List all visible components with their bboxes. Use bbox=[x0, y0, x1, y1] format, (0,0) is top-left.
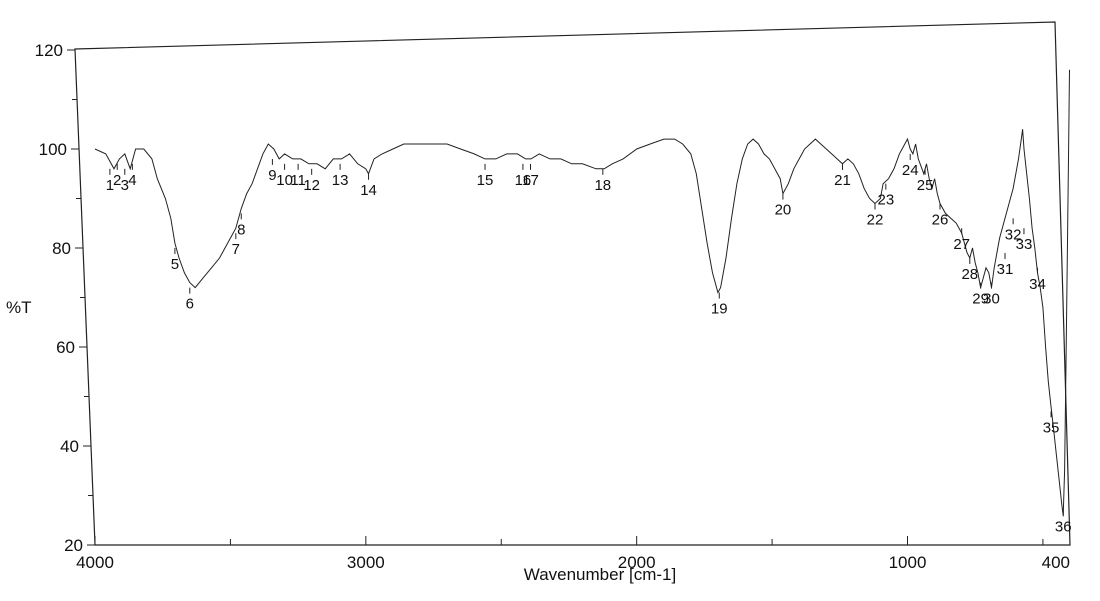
y-tick-label: 60 bbox=[56, 338, 75, 357]
y-tick-label: 120 bbox=[35, 41, 63, 60]
peak-label: 8 bbox=[237, 221, 245, 238]
peak-label: 28 bbox=[961, 266, 978, 283]
plot-frame bbox=[74, 21, 1071, 546]
peak-label: 10 bbox=[276, 172, 293, 189]
peak-label: 16 bbox=[515, 172, 532, 189]
peak-label: 30 bbox=[983, 291, 1000, 308]
peak-label: 25 bbox=[917, 177, 934, 194]
y-tick-label: 80 bbox=[52, 239, 71, 258]
x-tick-label: 1000 bbox=[889, 553, 927, 572]
peak-label: 35 bbox=[1043, 419, 1060, 436]
peak-label: 17 bbox=[522, 172, 539, 189]
peak-label: 3 bbox=[121, 177, 129, 194]
peak-label: 7 bbox=[232, 241, 240, 258]
peak-label: 21 bbox=[834, 172, 851, 189]
x-axis-title: Wavenumber [cm-1] bbox=[524, 565, 676, 584]
peak-label: 18 bbox=[594, 177, 611, 194]
peak-label: 2 bbox=[113, 172, 121, 189]
peak-label: 36 bbox=[1055, 518, 1072, 535]
peak-label: 32 bbox=[1005, 226, 1022, 243]
peak-label: 29 bbox=[972, 291, 989, 308]
x-tick-label: 400 bbox=[1042, 553, 1070, 572]
peak-label: 14 bbox=[360, 182, 377, 199]
y-axis-ticks: 20 40 60 80 100 120 bbox=[35, 41, 95, 555]
peak-label: 19 bbox=[711, 301, 728, 318]
peak-label: 20 bbox=[775, 202, 792, 219]
peak-label: 4 bbox=[128, 172, 136, 189]
peak-label: 12 bbox=[303, 177, 320, 194]
peak-label: 5 bbox=[171, 256, 179, 273]
peak-label: 24 bbox=[902, 162, 919, 179]
y-tick-label: 40 bbox=[60, 437, 79, 456]
peak-label: 1 bbox=[106, 177, 114, 194]
peak-label: 11 bbox=[290, 172, 306, 189]
peak-label: 33 bbox=[1016, 236, 1033, 253]
peak-label: 22 bbox=[867, 211, 884, 228]
x-tick-label: 3000 bbox=[347, 553, 385, 572]
peak-label: 23 bbox=[877, 192, 894, 209]
peak-label: 6 bbox=[186, 296, 194, 313]
peak-label: 26 bbox=[932, 211, 949, 228]
y-axis-title: %T bbox=[6, 298, 32, 317]
peak-label: 31 bbox=[997, 261, 1014, 278]
peak-label: 34 bbox=[1029, 276, 1046, 293]
peak-label: 15 bbox=[477, 172, 494, 189]
peak-label: 13 bbox=[332, 172, 349, 189]
series-line bbox=[94, 69, 1070, 516]
peak-label: 9 bbox=[268, 167, 276, 184]
x-axis-ticks: 4000 3000 2000 1000 400 bbox=[76, 536, 1070, 572]
x-tick-label: 4000 bbox=[76, 553, 114, 572]
y-tick-label: 100 bbox=[39, 140, 67, 159]
peak-label: 27 bbox=[953, 236, 970, 253]
x-tick-label: 2000 bbox=[618, 553, 656, 572]
y-tick-label: 20 bbox=[64, 536, 83, 555]
